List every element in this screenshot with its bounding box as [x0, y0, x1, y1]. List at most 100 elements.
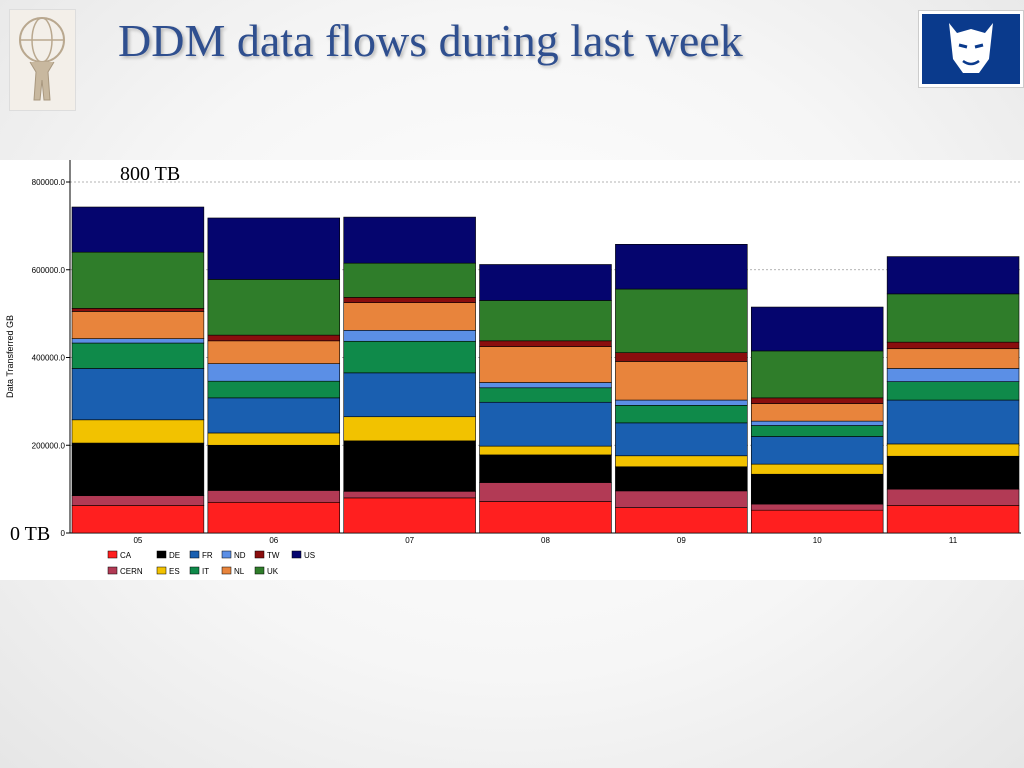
bar-segment-fr-05 [71, 368, 205, 421]
bar-segment-cern-06 [207, 490, 341, 503]
bar-segment-uk-11 [886, 293, 1020, 343]
bar-segment-es-09 [615, 455, 748, 468]
bar-segment-nd-11 [886, 368, 1020, 382]
legend-swatch-ca [107, 550, 118, 559]
y-tick-label: 600000.0 [32, 266, 66, 275]
bar-segment-nl-11 [886, 348, 1020, 369]
x-tick-label: 05 [133, 536, 142, 545]
legend-swatch-it [189, 566, 200, 575]
legend-label-de: DE [169, 551, 180, 560]
legend-label-nd: ND [234, 551, 246, 560]
bar-segment-uk-09 [615, 288, 748, 353]
bar-segment-nd-10 [750, 420, 884, 426]
bar-segment-uk-07 [343, 262, 476, 298]
x-tick-label: 08 [541, 536, 550, 545]
bar-segment-fr-11 [886, 399, 1020, 445]
bar-segment-ca-06 [207, 501, 341, 534]
legend-swatch-es [156, 566, 167, 575]
chart-panel: 05 06 07 08 09 10 11 800000.0 600000.0 400000.0 2… [0, 160, 1024, 580]
bar-segment-us-11 [886, 256, 1020, 295]
bar-segment-es-05 [71, 419, 205, 444]
page-title: DDM data flows during last week [118, 15, 743, 66]
bar-segment-es-07 [343, 416, 476, 442]
bar-segment-us-07 [343, 216, 476, 264]
bar-segment-cern-05 [71, 495, 205, 506]
y-tick-label: 400000.0 [32, 354, 66, 363]
y-tick-label: 200000.0 [32, 441, 66, 450]
atlas-logo [9, 9, 76, 111]
bar-segment-cern-08 [479, 482, 612, 502]
x-tick-label: 09 [677, 536, 686, 545]
x-tick-label: 07 [405, 536, 414, 545]
bar-segment-nl-07 [343, 302, 476, 331]
x-tick-labels: 05 06 07 08 09 10 11 [133, 536, 957, 545]
annotation-0tb: 0 TB [10, 523, 51, 545]
legend-swatch-uk [254, 566, 265, 575]
bar-segment-tw-11 [886, 341, 1020, 350]
bar-segment-ca-09 [615, 507, 748, 534]
bar-segment-fr-06 [207, 397, 341, 434]
legend-swatch-nl [221, 566, 232, 575]
legend-label-nl: NL [234, 567, 245, 576]
bar-segment-fr-09 [615, 422, 748, 457]
y-tick-label: 800000.0 [32, 178, 66, 187]
bar-segment-nd-05 [71, 338, 205, 344]
bar-segment-cern-07 [343, 491, 476, 499]
y-tick-labels: 800000.0 600000.0 400000.0 200000.0 0 [32, 178, 66, 538]
annotation-800tb: 800 TB [120, 163, 181, 185]
bar-segment-nd-08 [479, 382, 612, 389]
bar-segment-fr-07 [343, 372, 476, 418]
bar-segment-de-06 [207, 444, 341, 491]
bar-segment-nl-08 [479, 346, 612, 383]
stacked-bar-chart: 05 06 07 08 09 10 11 800000.0 600000.0 400000.0 2… [5, 160, 1021, 576]
bar-segment-uk-06 [207, 279, 341, 336]
bar-segment-us-06 [207, 217, 341, 280]
bar-segment-cern-10 [750, 503, 884, 511]
y-axis-label: Data Transferred GB [5, 315, 15, 398]
y-tick-label: 0 [61, 529, 66, 538]
bar-segment-it-07 [343, 340, 476, 374]
bar-segment-fr-10 [750, 436, 884, 465]
bar-segment-nl-10 [750, 403, 884, 422]
x-tick-label: 11 [949, 536, 958, 545]
bar-segment-nd-09 [615, 399, 748, 406]
bar-segment-us-05 [71, 206, 205, 253]
chart-bars [71, 206, 1020, 534]
bar-segment-ca-11 [886, 505, 1020, 534]
bar-segment-de-10 [750, 473, 884, 505]
bar-segment-uk-08 [479, 300, 612, 342]
bar-segment-uk-10 [750, 350, 884, 399]
bar-segment-cern-11 [886, 488, 1020, 506]
bar-segment-es-10 [750, 463, 884, 475]
bar-segment-us-10 [750, 306, 884, 352]
legend-label-uk: UK [267, 567, 279, 576]
bar-segment-tw-10 [750, 397, 884, 404]
bar-segment-it-08 [479, 387, 612, 403]
bar-segment-tw-08 [479, 340, 612, 347]
bar-segment-es-08 [479, 445, 612, 456]
legend-label-tw: TW [267, 551, 280, 560]
legend-label-it: IT [202, 567, 209, 576]
legend-label-us: US [304, 551, 315, 560]
legend-swatch-fr [189, 550, 200, 559]
bar-segment-de-09 [615, 466, 748, 492]
legend-swatch-nd [221, 550, 232, 559]
bar-segment-nl-09 [615, 361, 748, 401]
bar-segment-uk-05 [71, 251, 205, 309]
bar-segment-ca-10 [750, 509, 884, 534]
legend-label-ca: CA [120, 551, 132, 560]
bar-segment-tw-05 [71, 308, 205, 312]
bar-segment-it-05 [71, 342, 205, 369]
bar-segment-it-11 [886, 381, 1020, 401]
bar-segment-ca-08 [479, 501, 612, 534]
x-tick-label: 06 [269, 536, 278, 545]
legend: CA DE FR ND TW US CERN ES IT NL UK [107, 550, 315, 576]
bar-segment-it-09 [615, 405, 748, 424]
bar-segment-de-08 [479, 454, 612, 483]
bar-segment-cern-09 [615, 490, 748, 508]
bar-segment-nl-05 [71, 311, 205, 339]
legend-swatch-cern [107, 566, 118, 575]
legend-swatch-de [156, 550, 167, 559]
x-tick-label: 10 [813, 536, 822, 545]
bar-segment-tw-09 [615, 352, 748, 362]
